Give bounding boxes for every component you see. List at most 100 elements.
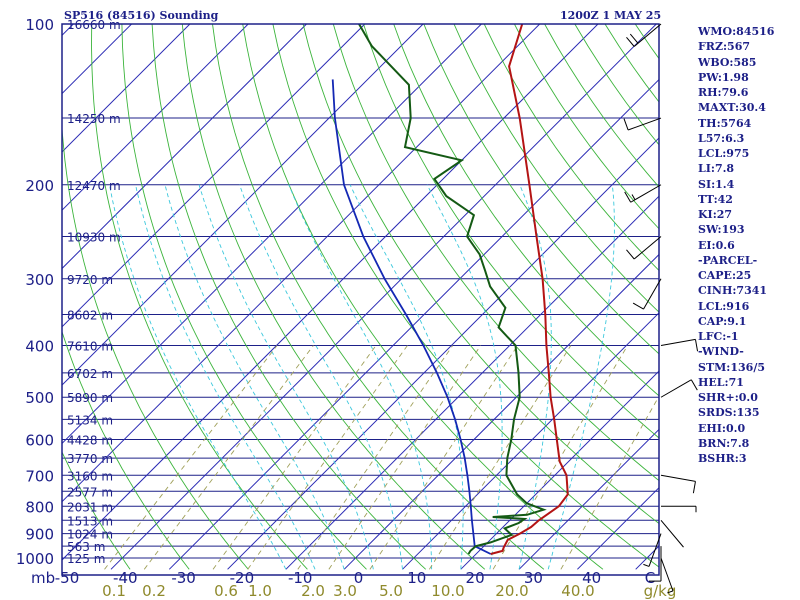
moist-adiabat-line bbox=[349, 184, 464, 570]
wind-barb bbox=[660, 519, 684, 548]
wind-barb bbox=[632, 278, 662, 310]
dry-adiabat-line bbox=[423, 24, 659, 355]
height-label: 12470 m bbox=[67, 179, 121, 193]
height-label: 7610 m bbox=[67, 340, 113, 354]
wind-barb bbox=[624, 184, 662, 203]
mixing-ratio-tick-label: 0.1 bbox=[102, 582, 126, 600]
wind-barb bbox=[661, 505, 697, 513]
isotherm-line bbox=[62, 24, 366, 328]
isotherm-line bbox=[402, 312, 659, 570]
isotherm-line bbox=[0, 24, 15, 569]
mixing-ratio-line bbox=[143, 345, 314, 570]
wind-barb bbox=[626, 23, 662, 47]
index-item: BRN:7.8 bbox=[698, 436, 750, 450]
mixing-ratio-tick-labels: 0.1 0.2 0.6 1.0 2.0 3.0 5.0 10.0 20.0 40.0 g/kg bbox=[102, 582, 676, 600]
height-label: 9720 m bbox=[67, 273, 113, 287]
dewpoint-line bbox=[358, 24, 547, 555]
dry-adiabat-line bbox=[453, 24, 659, 313]
dry-adiabat-line bbox=[786, 24, 800, 569]
mixing-ratio-line bbox=[104, 345, 278, 570]
index-item: SRDS:135 bbox=[698, 406, 760, 420]
height-label: 1513 m bbox=[67, 514, 113, 528]
parcel-line bbox=[331, 79, 492, 555]
pressure-tick-label: 200 bbox=[25, 177, 54, 195]
mixing-ratio-line bbox=[328, 345, 482, 570]
height-label: 6702 m bbox=[67, 367, 113, 381]
temperature-tick-label: C bbox=[645, 569, 655, 587]
isotherm-line bbox=[168, 78, 659, 570]
index-item: TH:5764 bbox=[698, 116, 752, 130]
isotherm-line bbox=[227, 137, 659, 570]
isotherm-line bbox=[62, 24, 307, 270]
plot-frame bbox=[61, 23, 660, 576]
mixing-ratio-tick-label: 1.0 bbox=[248, 582, 272, 600]
mixing-ratio-line bbox=[560, 395, 659, 570]
mixing-ratio-tick-label: 2.0 bbox=[301, 582, 325, 600]
index-item: CINH:7341 bbox=[698, 284, 768, 298]
isotherm-line bbox=[343, 253, 659, 570]
index-item: WMO:84516 bbox=[698, 25, 775, 38]
height-labels: 16660 m 14250 m 12470 m 10930 m 9720 m 8602 m… bbox=[67, 18, 121, 566]
wind-barb bbox=[623, 117, 662, 131]
temperature-tick-label: 10 bbox=[407, 569, 426, 587]
index-item: -WIND- bbox=[698, 345, 744, 359]
dry-adiabat-line bbox=[272, 24, 659, 568]
mixing-ratio-line bbox=[297, 345, 454, 570]
temperature-tick-label: 0 bbox=[354, 569, 364, 587]
isotherm-line bbox=[62, 24, 541, 503]
dry-adiabat-line bbox=[242, 24, 604, 570]
dry-adiabat-line bbox=[181, 24, 486, 570]
pressure-tick-label: 1000 bbox=[16, 550, 54, 568]
temperature-tick-label: -40 bbox=[113, 569, 138, 587]
temperature-tick-label: -20 bbox=[230, 569, 255, 587]
dry-adiabat-line bbox=[212, 24, 545, 570]
index-item: MAXT:30.4 bbox=[698, 101, 766, 115]
height-label: 8602 m bbox=[67, 309, 113, 323]
height-label: 5890 m bbox=[67, 391, 113, 405]
index-item: EI:0.6 bbox=[698, 238, 735, 252]
x-axis-label: mb bbox=[31, 569, 55, 587]
moist-adiabat-line bbox=[288, 184, 433, 570]
moist-adiabat-line bbox=[426, 184, 503, 570]
dry-adiabat-line bbox=[483, 24, 659, 272]
index-item: CAPE:25 bbox=[698, 269, 752, 282]
moist-adiabat-line bbox=[135, 184, 316, 570]
isotherm-line bbox=[518, 428, 659, 570]
moist-adiabat-line bbox=[109, 184, 287, 570]
index-item: KI:27 bbox=[698, 208, 733, 221]
pressure-tick-label: 400 bbox=[25, 338, 54, 356]
dry-adiabat-line bbox=[62, 451, 131, 570]
indices-panel: WMO:84516 FRZ:567 WBO:585 PW:1.98 RH:79.6 MAX… bbox=[698, 24, 774, 466]
isotherm-line bbox=[110, 24, 657, 570]
pressure-tick-label: 700 bbox=[25, 467, 54, 485]
height-label: 563 m bbox=[67, 540, 105, 554]
mixing-ratio-tick-label: 40.0 bbox=[561, 582, 594, 600]
pressure-tick-label: 900 bbox=[25, 526, 54, 544]
index-item: L57:6.3 bbox=[698, 131, 745, 145]
temperature-tick-label: -10 bbox=[288, 569, 313, 587]
index-item: HEL:71 bbox=[698, 375, 744, 389]
dry-adiabat-line bbox=[393, 24, 659, 397]
dry-adiabat-line bbox=[302, 24, 659, 525]
mixing-ratio-line bbox=[212, 345, 377, 570]
index-item: FRZ:567 bbox=[698, 40, 751, 54]
temperature-tick-label: -30 bbox=[171, 569, 196, 587]
index-item: LCL:916 bbox=[698, 299, 750, 313]
pressure-tick-label: 100 bbox=[25, 16, 54, 34]
index-item: BSHR:3 bbox=[698, 452, 747, 465]
pressure-tick-labels: 100 200 300 400 500 600 700 800 900 1000 bbox=[16, 16, 54, 568]
pressure-tick-label: 600 bbox=[25, 432, 54, 450]
index-item: RH:79.6 bbox=[698, 86, 749, 99]
temperature-tick-label: -50 bbox=[55, 569, 80, 587]
index-item: SI:1.4 bbox=[698, 177, 735, 191]
mixing-ratio-line bbox=[428, 345, 572, 570]
chart-datetime: 1200Z 1 MAY 25 bbox=[560, 9, 662, 22]
moist-adiabat-line bbox=[547, 184, 615, 570]
index-item: SHR+:0.0 bbox=[698, 391, 758, 404]
wind-barb bbox=[660, 557, 674, 594]
index-item: WBO:585 bbox=[698, 55, 757, 69]
isotherm-line bbox=[62, 24, 191, 153]
isotherm-line bbox=[62, 24, 482, 445]
wind-barb bbox=[660, 379, 698, 398]
